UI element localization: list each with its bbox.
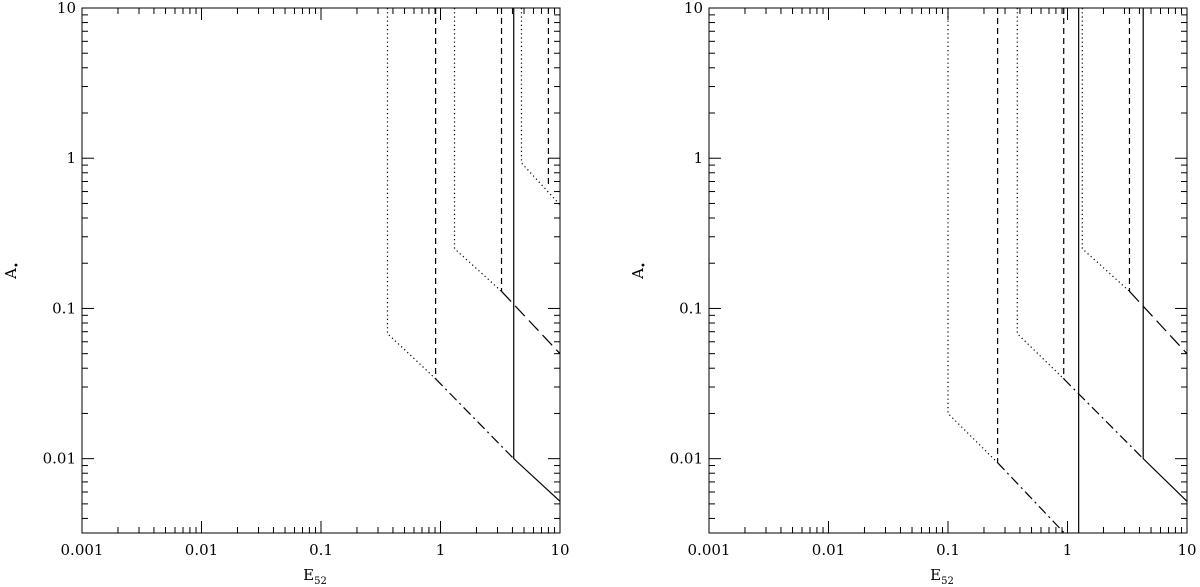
y-tick-label: 0.1: [679, 299, 703, 317]
x-axis-label-main: E: [303, 566, 314, 584]
data-line: [1063, 378, 1144, 460]
y-tick-label: 10: [684, 0, 703, 17]
x-tick-label: 1: [436, 541, 446, 559]
x-tick-label: 0.1: [936, 541, 960, 559]
x-axis-label: E52: [930, 566, 954, 587]
data-line: [1081, 8, 1130, 292]
x-tick-label: 0.001: [688, 541, 731, 559]
x-tick-label: 0.001: [61, 541, 104, 559]
data-line: [1016, 8, 1065, 380]
data-line: [997, 462, 1065, 534]
y-axis-label: A•: [629, 262, 650, 280]
plot-frame: [81, 7, 561, 534]
y-axis-label-sub: •: [639, 262, 650, 268]
data-line: [453, 8, 502, 292]
data-line: [386, 8, 437, 380]
x-tick-label: 1: [1063, 541, 1073, 559]
data-line: [513, 8, 561, 502]
x-tick-label: 0.1: [309, 541, 333, 559]
data-line: [947, 8, 999, 464]
y-tick-label: 1: [693, 149, 703, 167]
x-axis-label: E52: [303, 566, 327, 587]
panel: 0.001 0.01 0.1 1 10 0.01 0.1 1 10 E52 A•: [2, 0, 570, 587]
data-line: [520, 8, 561, 206]
y-tick-label: 0.01: [670, 450, 703, 468]
y-tick-label: 0.01: [43, 450, 76, 468]
data-line: [435, 378, 515, 460]
x-tick-label: 0.01: [185, 541, 218, 559]
y-tick-label: 0.1: [52, 299, 76, 317]
y-axis-label-main: A: [2, 268, 20, 280]
y-tick-label: 1: [66, 149, 76, 167]
data-line: [1142, 8, 1188, 502]
x-axis-label-main: E: [930, 566, 941, 584]
x-axis-label-sub: 52: [314, 576, 327, 587]
y-axis-label-main: A: [629, 268, 647, 280]
plot-frame: [708, 7, 1188, 534]
y-axis-label: A•: [2, 262, 23, 280]
x-tick-label: 10: [1177, 541, 1196, 559]
y-axis-label-sub: •: [12, 262, 23, 268]
x-tick-label: 10: [550, 541, 569, 559]
y-tick-label: 10: [57, 0, 76, 17]
data-line: [1129, 290, 1188, 355]
panel: 0.001 0.01 0.1 1 10 0.01 0.1 1 10 E52 A•: [629, 0, 1197, 587]
data-line: [501, 290, 561, 355]
x-tick-label: 0.01: [812, 541, 845, 559]
x-axis-label-sub: 52: [941, 576, 954, 587]
